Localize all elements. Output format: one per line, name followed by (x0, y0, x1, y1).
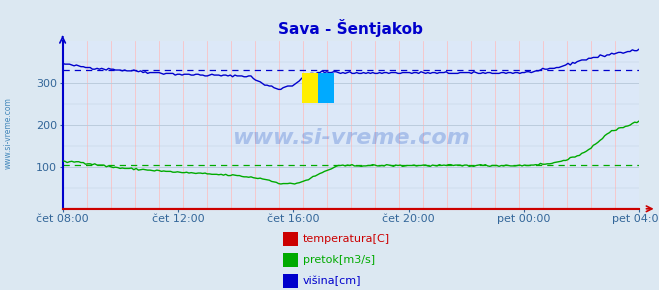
FancyBboxPatch shape (318, 72, 334, 103)
Text: višina[cm]: višina[cm] (303, 276, 362, 286)
Text: www.si-vreme.com: www.si-vreme.com (3, 97, 13, 169)
FancyBboxPatch shape (302, 72, 318, 103)
Text: temperatura[C]: temperatura[C] (303, 234, 390, 244)
Title: Sava - Šentjakob: Sava - Šentjakob (279, 19, 423, 37)
Text: www.si-vreme.com: www.si-vreme.com (232, 128, 470, 148)
Text: pretok[m3/s]: pretok[m3/s] (303, 255, 375, 265)
